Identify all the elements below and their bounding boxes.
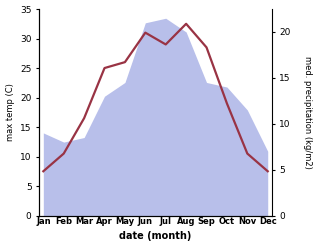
Y-axis label: max temp (C): max temp (C) [5,83,15,141]
X-axis label: date (month): date (month) [119,231,192,242]
Y-axis label: med. precipitation (kg/m2): med. precipitation (kg/m2) [303,56,313,169]
